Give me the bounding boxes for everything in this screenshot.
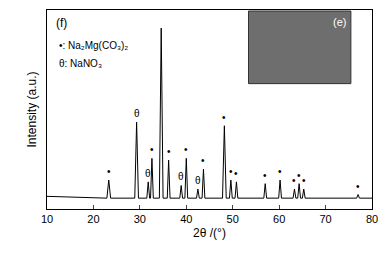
svg-text:•: • (184, 144, 188, 155)
svg-text:•: • (278, 166, 282, 177)
svg-text:θ: θ (195, 175, 201, 186)
svg-text:•: • (167, 146, 171, 157)
svg-text:•: • (222, 112, 226, 123)
svg-text:30: 30 (134, 213, 146, 225)
svg-text:40: 40 (180, 213, 192, 225)
svg-text:θ: θ (134, 108, 140, 119)
svg-text:•: • (150, 144, 154, 155)
svg-text:80: 80 (366, 213, 378, 225)
svg-text:•: Na₂Mg(CO₃)₂: •: Na₂Mg(CO₃)₂ (59, 40, 128, 51)
svg-text:•: • (297, 170, 301, 181)
svg-text:10: 10 (41, 213, 53, 225)
svg-text:20: 20 (87, 213, 99, 225)
svg-text:θ: θ (178, 171, 184, 182)
svg-text:Intensity (a.u.): Intensity (a.u.) (25, 71, 39, 147)
svg-text:50: 50 (227, 213, 239, 225)
svg-text:•: • (234, 168, 238, 179)
svg-text:•: • (229, 166, 233, 177)
svg-text:•: • (302, 175, 306, 186)
svg-text:60: 60 (273, 213, 285, 225)
svg-text:θ: NaNO₃: θ: NaNO₃ (59, 58, 102, 69)
svg-text:•: • (107, 166, 111, 177)
svg-text:•: • (263, 170, 267, 181)
svg-text:70: 70 (319, 213, 331, 225)
svg-text:•: • (201, 155, 205, 166)
svg-text:•: • (356, 181, 360, 192)
svg-text:2θ /(°): 2θ /(°) (193, 226, 226, 240)
svg-text:(f): (f) (56, 16, 67, 30)
svg-text:θ: θ (145, 168, 151, 179)
svg-text:•: • (292, 175, 296, 186)
svg-text:(e): (e) (333, 16, 346, 28)
